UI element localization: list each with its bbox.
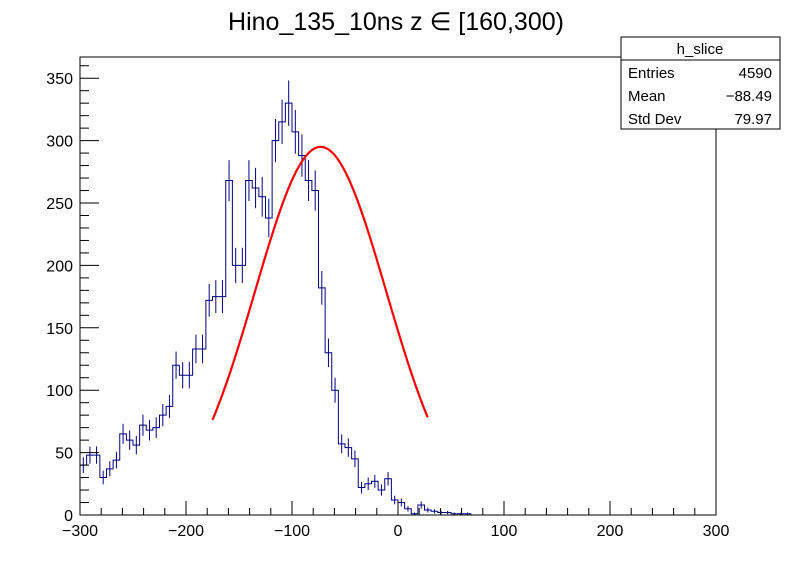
histogram-outline — [79, 102, 716, 516]
x-tick-label: −300 — [62, 523, 98, 540]
x-tick-label: −100 — [274, 523, 310, 540]
y-tick-label: 100 — [46, 383, 73, 400]
stats-box-title: h_slice — [677, 41, 724, 58]
x-tick-label: 200 — [597, 523, 624, 540]
x-tick-label: 300 — [703, 523, 730, 540]
histogram-layer — [79, 80, 716, 516]
x-tick-label: 0 — [394, 523, 403, 540]
gaussian-fit-curve — [211, 145, 429, 421]
y-tick-label: 300 — [46, 134, 73, 151]
x-tick-label: −200 — [168, 523, 204, 540]
stats-entries-label: Entries — [628, 65, 675, 82]
stats-entries-value: 4590 — [739, 65, 772, 82]
axes-layer: −300 −200 −100 0 100 200 300 0 50 100 150 200 250 300… — [46, 65, 730, 540]
fit-layer — [211, 145, 429, 421]
y-tick-label: 250 — [46, 196, 73, 213]
stats-mean-value: −88.49 — [726, 88, 772, 105]
stats-box: h_slice Entries 4590 Mean −88.49 Std Dev… — [620, 36, 781, 130]
stats-mean-label: Mean — [628, 88, 666, 105]
y-tick-label: 0 — [64, 508, 73, 525]
y-tick-label: 200 — [46, 258, 73, 275]
stats-stddev-value: 79.97 — [734, 111, 772, 128]
y-tick-label: 50 — [55, 446, 73, 463]
y-tick-label: 350 — [46, 71, 73, 88]
stats-stddev-label: Std Dev — [628, 111, 682, 128]
y-tick-label: 150 — [46, 321, 73, 338]
chart-title: Hino_135_10ns z ∈ [160,300) — [228, 8, 564, 36]
x-tick-label: 100 — [491, 523, 518, 540]
